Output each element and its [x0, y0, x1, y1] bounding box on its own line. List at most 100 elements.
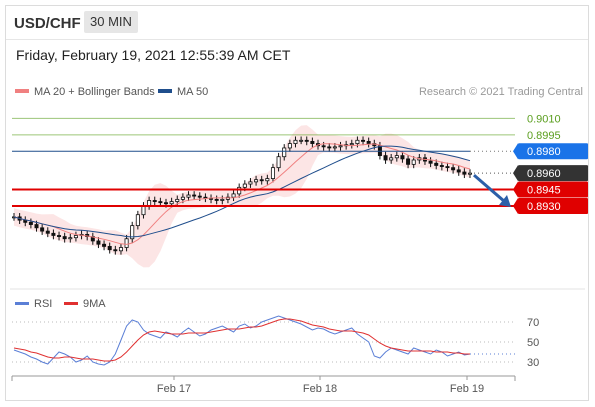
candle-body — [310, 140, 315, 144]
resistance-label: 0.9010 — [527, 113, 561, 125]
rsi-ma-legend-swatch — [64, 302, 78, 305]
pivot-label-pointer — [513, 143, 518, 160]
chart-widget: USD/CHF 30 MIN Friday, February 19, 2021… — [5, 5, 589, 401]
price-levels: 0.9010 0.8995 0.8980 0.8960 0.8945 0.8930 — [12, 113, 588, 214]
candle-body — [389, 157, 394, 161]
candle-body — [299, 139, 304, 142]
candle-body — [214, 198, 219, 201]
candle-body — [118, 247, 123, 252]
ma50-legend-label: MA 50 — [177, 86, 208, 98]
candle-body — [304, 139, 309, 142]
candle-body — [265, 178, 270, 182]
candle-body — [276, 156, 281, 169]
forecast-arrow-line — [473, 173, 506, 204]
candle-body — [45, 230, 50, 234]
candle-body — [169, 201, 174, 205]
candle-body — [242, 183, 247, 188]
support-label: 0.8930 — [527, 201, 561, 213]
candle-body — [113, 249, 118, 252]
candle-body — [192, 194, 197, 197]
candle-body — [434, 162, 439, 166]
ma50-legend-swatch — [158, 89, 172, 93]
candle-body — [124, 238, 129, 248]
candle-body — [73, 235, 78, 239]
credit-text: Research © 2021 Trading Central — [419, 86, 583, 98]
candle-body — [456, 169, 461, 173]
candle-body — [175, 198, 180, 202]
ma50-line — [13, 145, 471, 238]
interval-selector[interactable]: 30 MIN — [84, 11, 138, 33]
candle-body — [445, 166, 450, 169]
candle-body — [327, 146, 332, 149]
candle-body — [270, 167, 275, 179]
candle-body — [338, 145, 343, 148]
candle-body — [28, 221, 33, 225]
chart-datetime: Friday, February 19, 2021 12:55:39 AM CE… — [16, 47, 291, 63]
candle-body — [152, 200, 157, 202]
candle-body — [394, 155, 399, 159]
candle-body — [349, 143, 354, 146]
support-label-pointer — [513, 197, 518, 214]
candle-body — [332, 146, 337, 149]
candle-body — [366, 140, 371, 144]
ma20-line — [13, 143, 471, 245]
candle-body — [96, 240, 101, 245]
candle-body — [237, 186, 242, 195]
candle-body — [383, 155, 388, 161]
candle-body — [287, 143, 292, 149]
time-tick-label: Feb 19 — [450, 383, 484, 395]
rsi-tick-label: 30 — [527, 357, 539, 369]
forecast-arrow-head — [499, 194, 511, 207]
ma20-legend-label: MA 20 + Bollinger Bands — [34, 86, 155, 98]
candle-body — [158, 201, 163, 204]
candle-body — [180, 196, 185, 200]
candle-body — [254, 179, 259, 183]
candle-body — [34, 224, 39, 229]
candle-body — [197, 195, 202, 198]
candle-body — [428, 160, 433, 164]
resistance-label: 0.8995 — [527, 130, 561, 142]
candle-body — [321, 145, 326, 148]
candle-body — [220, 198, 225, 201]
candle-body — [259, 179, 264, 182]
support-label-box — [518, 197, 588, 214]
candle-body — [135, 214, 140, 227]
rsi-tick-label: 70 — [527, 317, 539, 329]
support-label: 0.8945 — [527, 185, 561, 197]
candle-body — [57, 235, 62, 237]
pivot-label: 0.8980 — [527, 146, 561, 158]
candle-body — [400, 155, 405, 160]
rsi-tick-label: 50 — [527, 337, 539, 349]
pivot-label-box — [518, 143, 588, 160]
candle-body — [282, 147, 287, 158]
candle-body — [186, 194, 191, 198]
candle-body — [130, 225, 135, 240]
current-label: 0.8960 — [527, 168, 561, 180]
current-label-pointer — [513, 165, 518, 182]
candle-body — [439, 165, 444, 167]
price-plot — [11, 125, 472, 268]
candle-body — [40, 227, 45, 232]
candle-body — [68, 237, 73, 240]
rsi-legend-label: RSI — [34, 298, 52, 310]
ma20-legend-swatch — [15, 89, 29, 93]
chart-header: USD/CHF 30 MIN — [6, 6, 588, 40]
candle-body — [462, 171, 467, 175]
time-tick-label: Feb 18 — [303, 383, 337, 395]
current-label-box — [518, 165, 588, 182]
candle-body — [451, 167, 456, 171]
candle-body — [411, 159, 416, 165]
candle-body — [231, 193, 236, 198]
support-label-box — [518, 181, 588, 198]
candle-body — [355, 139, 360, 144]
candle-body — [107, 246, 112, 251]
candle-body — [293, 139, 298, 144]
candle-body — [406, 158, 411, 165]
candle-body — [141, 205, 146, 216]
candle-body — [102, 243, 107, 247]
candle-body — [361, 139, 366, 142]
support-label-pointer — [513, 181, 518, 198]
rsi-ma-line — [13, 318, 470, 362]
rsi-legend-swatch — [15, 302, 29, 305]
